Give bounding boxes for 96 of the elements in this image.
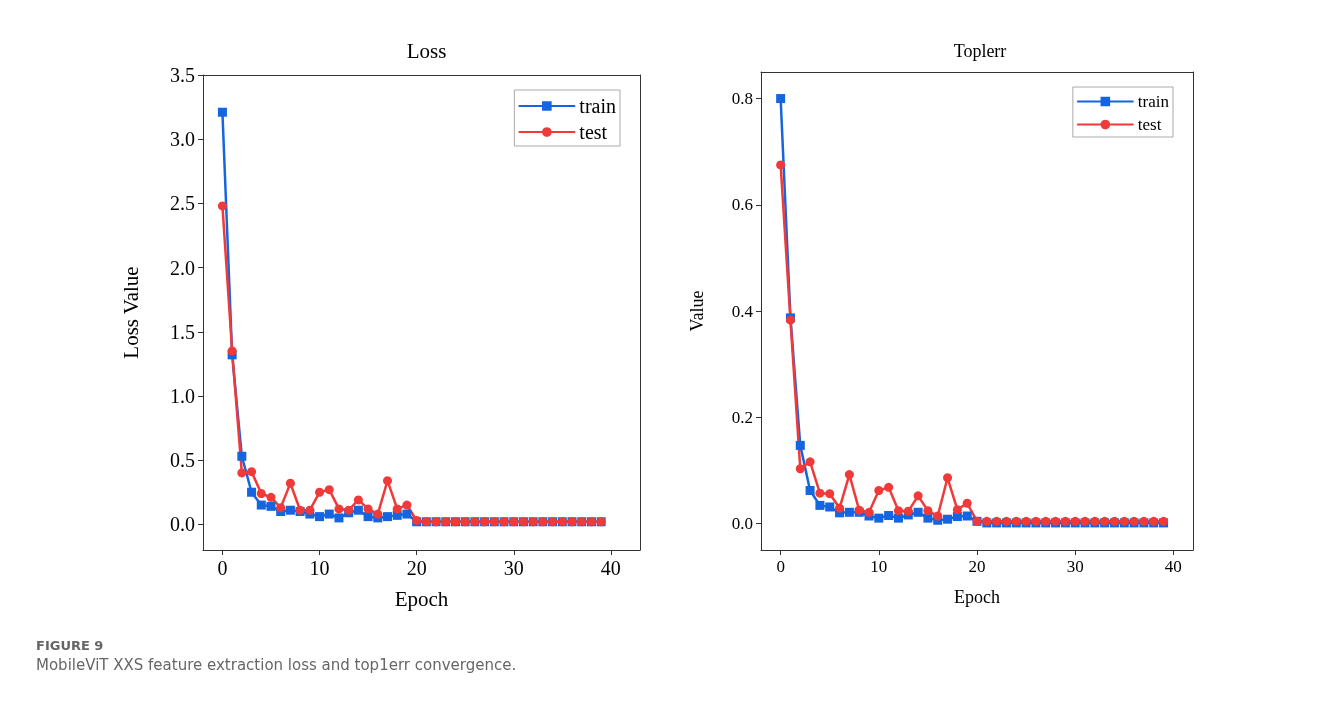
point: [913, 507, 923, 517]
point: [363, 512, 373, 522]
point: [884, 510, 894, 520]
y-axis-title: Loss Value: [118, 266, 143, 359]
point: [844, 507, 854, 517]
point: [923, 506, 933, 516]
point: [844, 470, 854, 480]
point: [217, 107, 227, 117]
y-tick-label: 0.5: [170, 449, 195, 472]
point: [943, 473, 953, 483]
point: [835, 503, 845, 513]
point: [353, 495, 363, 505]
legend-label: test: [1137, 115, 1162, 134]
point: [795, 464, 805, 474]
point: [943, 514, 953, 524]
point: [285, 505, 295, 515]
x-tick-label: 40: [1164, 557, 1182, 576]
point: [825, 502, 835, 512]
x-tick-label: 10: [309, 557, 330, 579]
point: [913, 491, 923, 501]
point: [776, 160, 786, 170]
point: [217, 201, 227, 211]
point: [795, 440, 805, 450]
y-tick-label: 1.0: [170, 384, 195, 407]
point: [237, 468, 247, 478]
point: [315, 487, 325, 497]
legend-label: train: [1137, 92, 1170, 111]
point: [383, 512, 393, 522]
point: [392, 504, 402, 514]
x-tick-label: 30: [1066, 557, 1084, 576]
point: [815, 488, 825, 498]
point: [266, 501, 276, 511]
x-axis-title: Epoch: [394, 586, 449, 611]
y-axis-title: Value: [687, 290, 707, 332]
chart-title: Loss: [406, 38, 447, 63]
point: [903, 506, 913, 516]
chart-title: Toplerr: [953, 41, 1007, 61]
point: [884, 482, 894, 492]
point: [893, 513, 903, 523]
point: [285, 478, 295, 488]
point: [805, 486, 815, 496]
legend-label: train: [579, 95, 617, 117]
y-tick-label: 0.6: [731, 195, 753, 215]
point: [334, 504, 344, 514]
point: [864, 507, 874, 517]
point: [353, 505, 363, 515]
x-tick-label: 0: [217, 557, 228, 579]
point: [247, 487, 257, 497]
x-tick-label: 30: [503, 557, 524, 579]
point: [324, 509, 334, 519]
point: [373, 509, 383, 519]
y-tick-label: 3.5: [170, 64, 195, 86]
y-tick-label: 0.0: [170, 513, 195, 536]
y-tick-label: 3.0: [170, 128, 195, 151]
point: [874, 513, 884, 523]
y-tick-label: 2.5: [170, 192, 195, 215]
point: [256, 489, 266, 499]
point: [383, 476, 393, 486]
point: [256, 500, 266, 510]
point: [805, 457, 815, 467]
y-tick-label: 0.8: [731, 89, 753, 109]
caption: FIGURE 9: [36, 638, 105, 653]
point: [962, 511, 972, 521]
point: [874, 486, 884, 496]
point: [363, 504, 373, 514]
point: [893, 506, 903, 516]
x-tick-label: 10: [870, 557, 888, 576]
point: [776, 94, 786, 104]
x-tick-label: 20: [406, 557, 427, 579]
point: [237, 451, 247, 461]
point: [825, 489, 835, 499]
point: [334, 513, 344, 523]
point: [305, 505, 315, 515]
text: MobileViT XXS feature extraction loss and top1err convergence.: [36, 656, 517, 674]
point: [227, 346, 237, 356]
point: [266, 492, 276, 502]
point: [247, 467, 257, 477]
point: [402, 509, 412, 519]
x-tick-label: 20: [968, 557, 986, 576]
point: [402, 500, 412, 510]
y-tick-label: 0.0: [731, 513, 753, 533]
y-tick-label: 0.2: [731, 407, 753, 427]
point: [815, 500, 825, 510]
x-axis-title: Epoch: [954, 587, 1000, 607]
point: [324, 485, 334, 495]
x-tick-label: 40: [600, 557, 621, 579]
y-tick-label: 0.4: [731, 301, 754, 321]
point: [952, 505, 962, 515]
point: [933, 511, 943, 521]
x-tick-label: 0: [776, 557, 785, 576]
point: [962, 498, 972, 508]
legend-label: test: [579, 121, 608, 143]
y-tick-label: 2.0: [170, 256, 195, 279]
point: [315, 512, 325, 522]
y-tick-label: 1.5: [170, 320, 195, 343]
point: [923, 513, 933, 523]
